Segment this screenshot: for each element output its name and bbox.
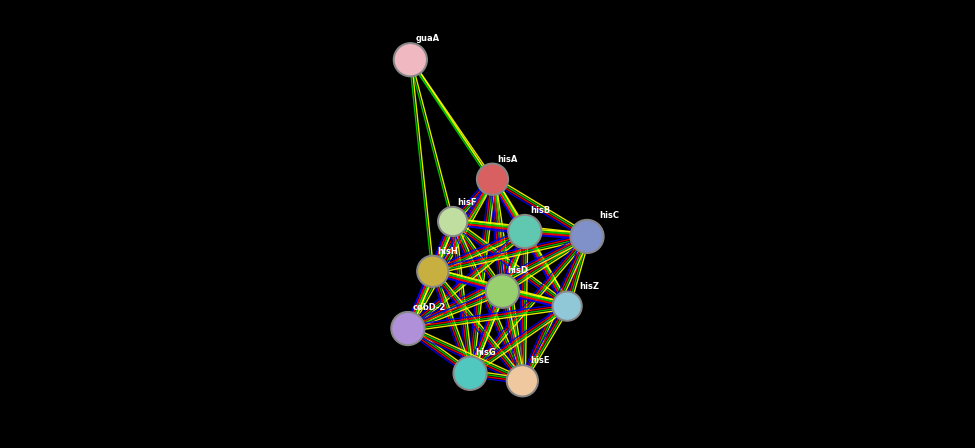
Circle shape <box>453 357 487 390</box>
Circle shape <box>508 367 536 395</box>
Circle shape <box>506 365 538 397</box>
Circle shape <box>393 314 423 344</box>
Circle shape <box>455 358 485 388</box>
Text: hisE: hisE <box>529 356 549 366</box>
Text: hisF: hisF <box>457 198 477 207</box>
Circle shape <box>440 209 466 234</box>
Circle shape <box>570 220 604 254</box>
Circle shape <box>391 312 425 345</box>
Circle shape <box>394 43 427 77</box>
Circle shape <box>396 45 425 75</box>
Text: hisC: hisC <box>600 211 619 220</box>
Text: hisZ: hisZ <box>579 282 600 291</box>
Circle shape <box>572 221 602 251</box>
Circle shape <box>419 257 447 285</box>
Circle shape <box>552 291 582 321</box>
Circle shape <box>488 276 518 306</box>
Circle shape <box>486 274 520 308</box>
Circle shape <box>417 255 449 287</box>
Circle shape <box>508 215 542 248</box>
Circle shape <box>554 293 580 319</box>
Circle shape <box>510 216 540 246</box>
Text: hisD: hisD <box>507 266 528 275</box>
Text: guaA: guaA <box>415 34 440 43</box>
Text: hisH: hisH <box>438 247 458 256</box>
Circle shape <box>438 207 468 237</box>
Text: cobD-2: cobD-2 <box>412 303 447 312</box>
Text: hisA: hisA <box>497 155 518 164</box>
Circle shape <box>479 165 506 193</box>
Circle shape <box>477 163 508 195</box>
Text: hisG: hisG <box>475 348 496 357</box>
Text: hisB: hisB <box>529 206 550 215</box>
